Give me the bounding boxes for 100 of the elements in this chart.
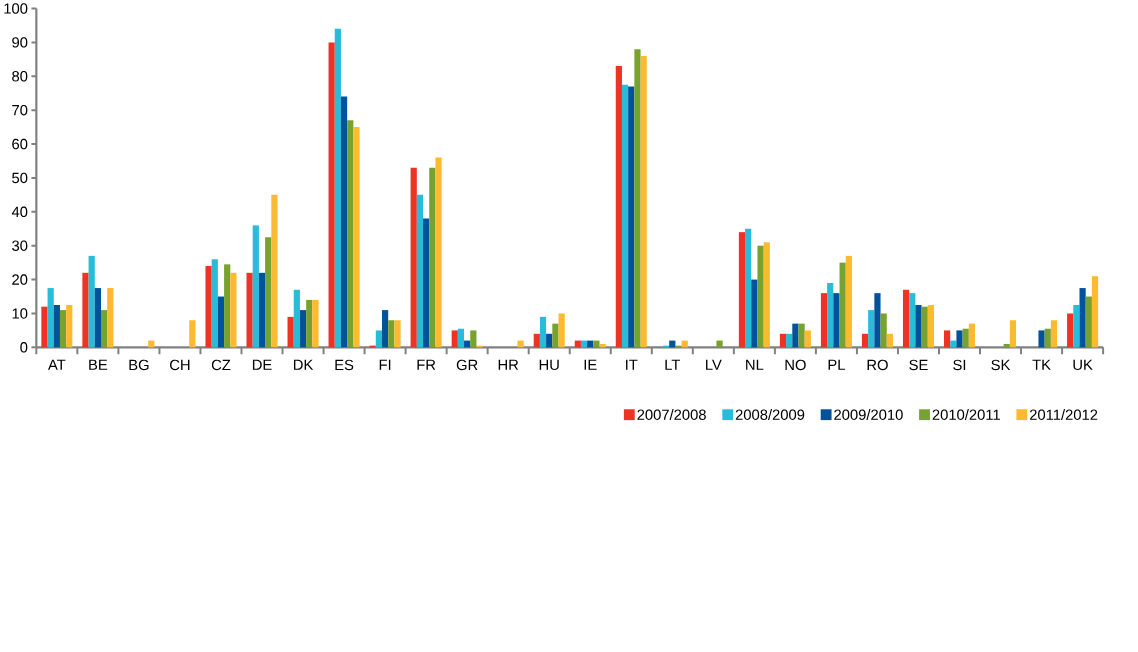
bar [265,237,272,348]
bar [751,279,758,348]
bar [410,167,417,348]
bar [107,287,114,348]
bar [968,323,976,348]
bar [299,309,307,348]
x-tick-label: NO [785,359,806,370]
bar [312,299,319,348]
bar [230,272,237,348]
y-tick-label: 40 [11,206,28,217]
bar [252,225,259,348]
bar [189,320,196,348]
x-tick-label: FI [379,359,391,370]
bar [271,194,278,348]
bar [874,292,881,348]
y-tick-label: 0 [20,341,28,353]
x-tick-label: CZ [211,359,231,370]
bar [1091,276,1099,348]
bar [909,292,916,348]
bar [880,313,887,348]
bar [956,330,963,348]
bar [353,126,360,348]
bar [224,264,231,348]
bar [539,316,547,348]
bar [347,120,354,348]
bar [258,272,266,348]
bar [634,49,641,348]
x-tick-label: UK [1073,359,1093,370]
bar [517,340,524,348]
bar [833,292,840,348]
bar [640,55,647,348]
bar [615,65,622,348]
y-tick-label: 60 [12,138,28,150]
bar [47,287,54,348]
x-tick-label: ES [335,359,354,370]
bar [763,242,770,348]
x-tick-label: LV [706,359,722,370]
y-tick-label: 20 [12,274,28,285]
bar [886,333,893,348]
bar [628,86,635,348]
bar [621,84,629,348]
x-tick-label: PL [828,359,845,370]
bar [943,330,951,348]
bar [435,157,442,348]
bar [306,299,313,348]
legend-label: 2007/2008 [637,408,706,420]
x-tick-label: HU [539,359,559,370]
x-tick-label: AT [48,359,66,370]
bar [827,282,834,348]
bar [792,323,799,348]
bar [546,333,553,348]
bar [66,304,73,348]
x-tick-label: SE [909,359,928,370]
bar [429,167,436,348]
bar [375,330,382,348]
bar [394,320,401,348]
bar [1009,320,1017,348]
bar [457,328,465,348]
bar [94,287,101,348]
bar [552,323,559,348]
bar [246,272,253,348]
bar [738,231,746,348]
x-tick-label: GR [456,359,478,370]
x-tick-label: CH [170,359,190,370]
bar [53,304,60,348]
x-tick-label: SK [991,359,1011,370]
bar [861,333,869,348]
bar [340,96,348,348]
bar [1067,313,1074,348]
bar [716,340,723,348]
bar [59,309,67,348]
bar [915,304,922,348]
bar [328,42,335,348]
bar [82,272,89,348]
bar [88,255,95,348]
bar [416,194,424,348]
bar [786,333,793,348]
x-tick-label: DE [252,359,272,370]
x-tick-label: DK [293,359,314,370]
x-tick-label: TK [1032,359,1051,370]
y-tick-label: 80 [12,70,28,82]
bar [839,262,846,348]
bar [205,265,212,348]
bar [962,328,969,348]
bar [804,330,811,348]
y-tick-label: 30 [12,240,28,251]
bar [868,309,875,348]
legend-label: 2009/2010 [834,408,903,420]
bar [1073,304,1080,348]
bar [334,28,341,348]
bar [1044,328,1051,348]
bar [820,292,828,348]
bar [211,259,218,348]
bar [927,304,934,348]
bar [1085,296,1092,348]
y-tick-label: 50 [12,172,28,183]
x-tick-label: HR [498,359,519,370]
legend-label: 2008/2009 [735,408,805,420]
bar [533,333,540,348]
bar [1079,287,1086,348]
